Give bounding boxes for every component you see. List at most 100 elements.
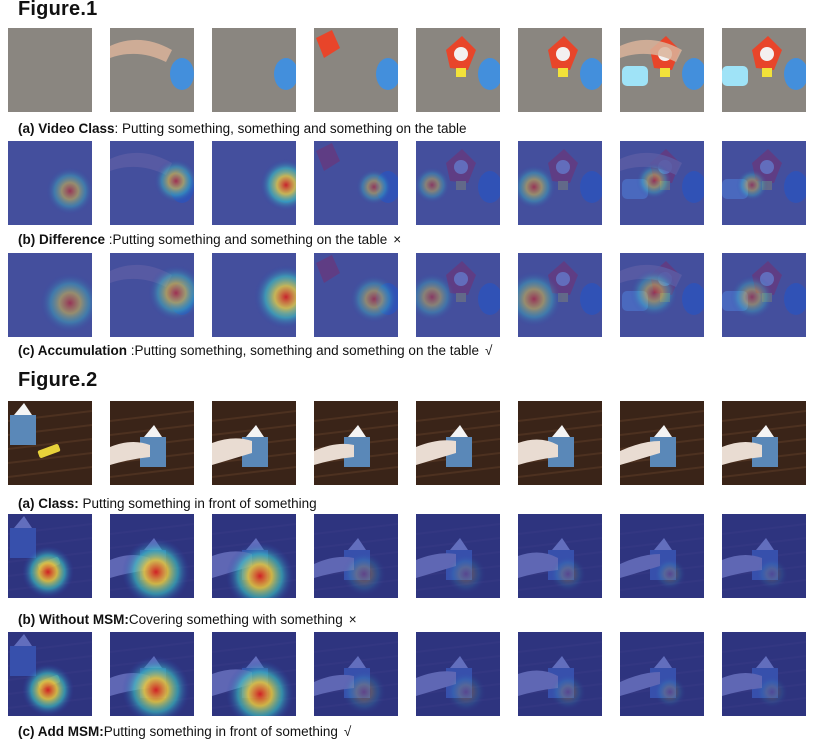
video-frame-3	[212, 401, 296, 485]
caption-label: (b) Difference	[18, 232, 109, 247]
video-frame-8	[722, 28, 806, 112]
result-mark: √	[343, 724, 352, 739]
frame-image	[314, 253, 398, 337]
figure-1-caption-c: (c) Accumulation :Putting something, som…	[18, 343, 492, 358]
video-frame-8	[722, 632, 806, 716]
frame-image	[212, 632, 296, 716]
video-frame-7	[620, 401, 704, 485]
frame-image	[518, 28, 602, 112]
frame-image	[620, 141, 704, 225]
frame-image	[314, 514, 398, 598]
video-frame-4	[314, 28, 398, 112]
tissue-box-icon	[620, 425, 676, 467]
frame-image	[416, 514, 500, 598]
tissue-box-icon	[722, 425, 778, 467]
caption-label: (a) Class:	[18, 496, 79, 511]
caption-text: Covering something with something	[128, 612, 343, 627]
frame-image	[620, 632, 704, 716]
video-frame-7	[620, 253, 704, 337]
video-frame-4	[314, 632, 398, 716]
video-frame-6	[518, 28, 602, 112]
frame-image	[722, 401, 806, 485]
video-frame-3	[212, 141, 296, 225]
frame-image	[212, 141, 296, 225]
caption-label: (a) Video Class	[18, 121, 115, 136]
video-frame-3	[212, 514, 296, 598]
frame-image	[416, 632, 500, 716]
tissue-box-icon	[212, 425, 268, 467]
video-frame-1	[8, 632, 92, 716]
video-frame-2	[110, 253, 194, 337]
figure-1-row-a-strip	[8, 28, 814, 112]
figure-2-row-c-strip	[8, 632, 814, 716]
frame-image	[518, 401, 602, 485]
frame-image	[518, 141, 602, 225]
video-frame-1	[8, 141, 92, 225]
video-frame-2	[110, 401, 194, 485]
toy-icon	[274, 58, 296, 90]
frame-image	[212, 28, 296, 112]
frame-image	[416, 141, 500, 225]
tissue-box-icon	[10, 403, 61, 458]
video-frame-5	[416, 141, 500, 225]
video-frame-8	[722, 141, 806, 225]
video-frame-8	[722, 514, 806, 598]
frame-image	[212, 514, 296, 598]
frame-image	[314, 28, 398, 112]
caption-label: (c) Accumulation	[18, 343, 131, 358]
frame-image	[620, 401, 704, 485]
video-frame-8	[722, 401, 806, 485]
video-frame-2	[110, 28, 194, 112]
frame-image	[110, 253, 194, 337]
figure-2-title: Figure.2	[18, 369, 98, 391]
video-frame-5	[416, 401, 500, 485]
figure-1-title: Figure.1	[18, 0, 98, 20]
figure-2-caption-a: (a) Class: Putting something in front of…	[18, 496, 317, 511]
frame-image	[722, 632, 806, 716]
figure-2-caption-b: (b) Without MSM:Covering something with …	[18, 612, 357, 627]
video-frame-4	[314, 141, 398, 225]
figure-1-row-b-strip	[8, 141, 814, 225]
video-frame-3	[212, 253, 296, 337]
toy-icon	[548, 36, 602, 90]
frame-image	[416, 28, 500, 112]
frame-image	[314, 141, 398, 225]
video-frame-1	[8, 28, 92, 112]
video-frame-6	[518, 632, 602, 716]
caption-text: :Putting something and something on the …	[108, 232, 388, 247]
frame-image	[110, 28, 194, 112]
tissue-box-icon	[416, 425, 472, 467]
video-frame-1	[8, 401, 92, 485]
video-frame-1	[8, 253, 92, 337]
frame-image	[518, 253, 602, 337]
caption-label: (c) Add MSM:	[18, 724, 104, 739]
frame-image	[722, 28, 806, 112]
result-mark: ×	[348, 612, 357, 627]
figure-1-caption-a: (a) Video Class: Putting something, some…	[18, 121, 467, 136]
video-frame-4	[314, 253, 398, 337]
frame-image	[8, 141, 92, 225]
caption-text: Putting something in front of something	[103, 724, 338, 739]
video-frame-2	[110, 632, 194, 716]
video-frame-3	[212, 28, 296, 112]
video-frame-6	[518, 253, 602, 337]
video-frame-4	[314, 514, 398, 598]
frame-image	[110, 401, 194, 485]
caption-text: : Putting something, something and somet…	[114, 121, 467, 136]
video-frame-7	[620, 141, 704, 225]
video-frame-6	[518, 401, 602, 485]
video-frame-3	[212, 632, 296, 716]
frame-image	[518, 514, 602, 598]
tissue-box-icon	[314, 425, 370, 467]
frame-image	[416, 253, 500, 337]
video-frame-8	[722, 253, 806, 337]
tissue-box-icon	[518, 425, 574, 467]
video-frame-5	[416, 253, 500, 337]
result-mark: √	[485, 343, 493, 358]
caption-text: Putting something in front of something	[78, 496, 317, 511]
frame-image	[620, 514, 704, 598]
video-frame-7	[620, 514, 704, 598]
video-frame-5	[416, 632, 500, 716]
frame-image	[620, 28, 704, 112]
video-frame-4	[314, 401, 398, 485]
